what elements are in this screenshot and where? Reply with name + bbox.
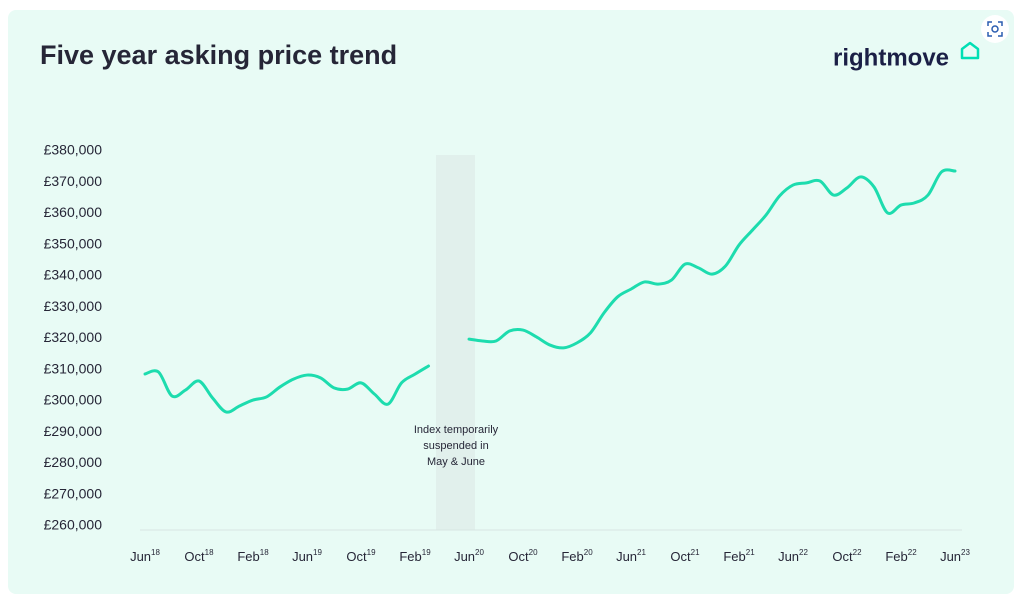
x-tick-label: Jun23 (940, 548, 970, 564)
x-tick-label: Oct21 (670, 548, 700, 564)
annotation: May & June (427, 456, 485, 468)
x-tick-label: Feb18 (237, 548, 269, 564)
x-tick-label: Oct22 (832, 548, 862, 564)
annotation: Index temporarily (414, 424, 499, 436)
focus-button[interactable] (981, 15, 1009, 43)
y-tick-label: £370,000 (44, 173, 103, 189)
y-tick-label: £360,000 (44, 204, 103, 220)
x-tick-label: Jun20 (454, 548, 484, 564)
y-tick-label: £380,000 (44, 142, 103, 158)
y-tick-label: £310,000 (44, 360, 103, 376)
chart-title: Five year asking price trend (40, 40, 397, 70)
x-tick-label: Oct20 (508, 548, 538, 564)
x-tick-label: Oct19 (346, 548, 376, 564)
y-tick-label: £260,000 (44, 517, 103, 533)
y-tick-label: £340,000 (44, 267, 103, 283)
x-tick-label: Jun21 (616, 548, 646, 564)
y-tick-label: £320,000 (44, 329, 103, 345)
y-tick-label: £330,000 (44, 298, 103, 314)
x-tick-label: Feb19 (399, 548, 431, 564)
y-tick-label: £270,000 (44, 485, 103, 501)
brand-logo: rightmove (833, 44, 949, 71)
suspension-band (436, 155, 475, 530)
x-tick-label: Jun22 (778, 548, 808, 564)
y-tick-label: £280,000 (44, 454, 103, 470)
x-tick-label: Feb22 (885, 548, 917, 564)
y-tick-label: £300,000 (44, 392, 103, 408)
y-tick-label: £350,000 (44, 235, 103, 251)
y-tick-label: £290,000 (44, 423, 103, 439)
x-tick-label: Oct18 (184, 548, 214, 564)
card (8, 10, 1014, 594)
annotation: suspended in (423, 440, 488, 452)
logo-icon (960, 41, 980, 60)
x-tick-label: Jun18 (130, 548, 160, 564)
x-tick-label: Feb20 (561, 548, 593, 564)
price-line (143, 168, 957, 414)
x-tick-label: Feb21 (723, 548, 755, 564)
x-tick-label: Jun19 (292, 548, 322, 564)
